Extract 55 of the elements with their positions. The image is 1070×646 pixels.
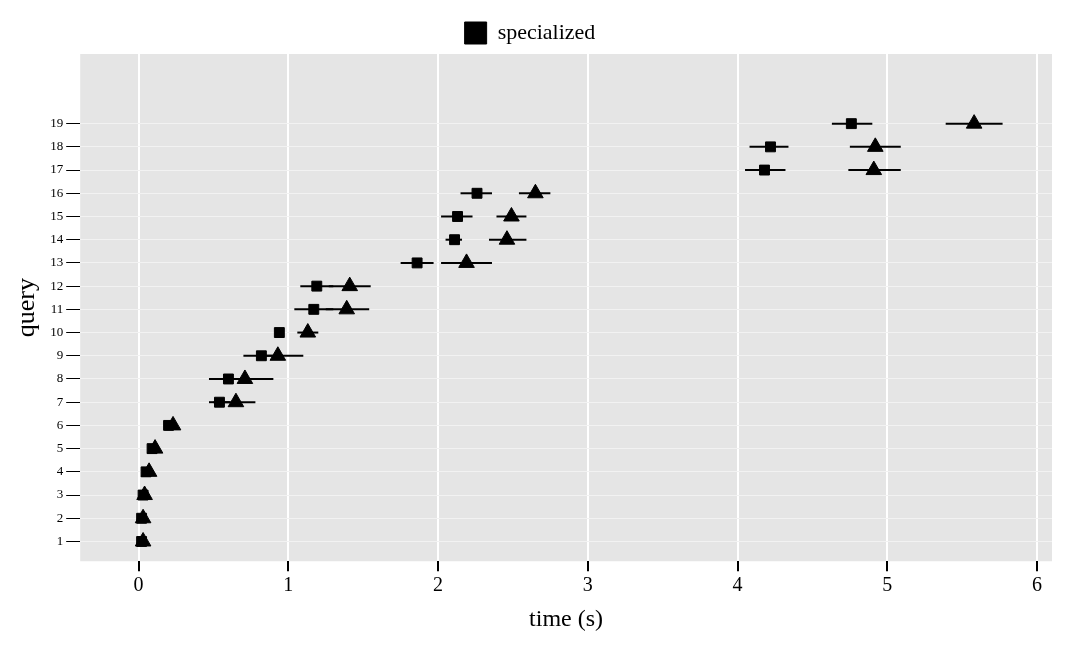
x-tick-label: 5 <box>882 573 893 596</box>
point <box>867 137 884 152</box>
y-tick-label: 18 <box>50 138 64 154</box>
point <box>498 230 516 245</box>
y-tick-label: 2 <box>56 509 64 525</box>
y-tick-label: 7 <box>56 393 64 409</box>
point <box>338 299 356 315</box>
point <box>308 303 320 315</box>
point <box>273 327 285 338</box>
x-tick-label: 2 <box>433 573 444 596</box>
y-axis-title: query <box>11 278 41 338</box>
point <box>236 369 254 384</box>
y-tick-label: 3 <box>56 486 64 502</box>
point <box>965 114 983 129</box>
x-tick-label: 0 <box>133 573 144 596</box>
y-tick-label: 17 <box>50 161 64 177</box>
point <box>527 183 544 199</box>
x-axis-title: time (s) <box>529 604 604 631</box>
y-tick-label: 4 <box>56 463 64 479</box>
point <box>449 234 460 246</box>
point <box>311 280 323 292</box>
x-tick-label: 3 <box>582 573 593 596</box>
point <box>255 350 267 362</box>
point <box>765 141 776 153</box>
point <box>759 164 770 176</box>
point <box>845 118 857 130</box>
x-tick-label: 1 <box>283 573 294 596</box>
y-tick-label: 6 <box>56 416 64 432</box>
y-tick-label: 5 <box>56 440 64 456</box>
y-tick-label: 16 <box>50 184 64 200</box>
y-tick-label: 12 <box>50 277 64 293</box>
point <box>458 253 475 268</box>
y-tick-label: 14 <box>50 231 64 247</box>
point <box>269 346 287 361</box>
legend-label: specialized <box>497 18 596 44</box>
point <box>214 396 225 408</box>
point <box>299 323 317 338</box>
y-tick-label: 10 <box>50 323 64 339</box>
x-tick-label: 4 <box>732 573 743 596</box>
point <box>341 276 359 292</box>
y-tick-label: 1 <box>56 532 64 548</box>
x-tick-label: 6 <box>1032 573 1043 596</box>
y-tick-label: 15 <box>50 207 64 223</box>
point <box>411 257 423 269</box>
y-tick-label: 11 <box>50 300 64 316</box>
point <box>503 206 520 222</box>
y-tick-label: 8 <box>56 370 64 386</box>
y-tick-label: 9 <box>56 347 64 363</box>
y-tick-label: 19 <box>50 115 64 131</box>
point <box>227 392 245 408</box>
point <box>222 373 234 385</box>
point <box>865 160 883 176</box>
point <box>471 187 483 199</box>
y-tick-label: 13 <box>50 254 64 270</box>
point <box>452 211 463 222</box>
